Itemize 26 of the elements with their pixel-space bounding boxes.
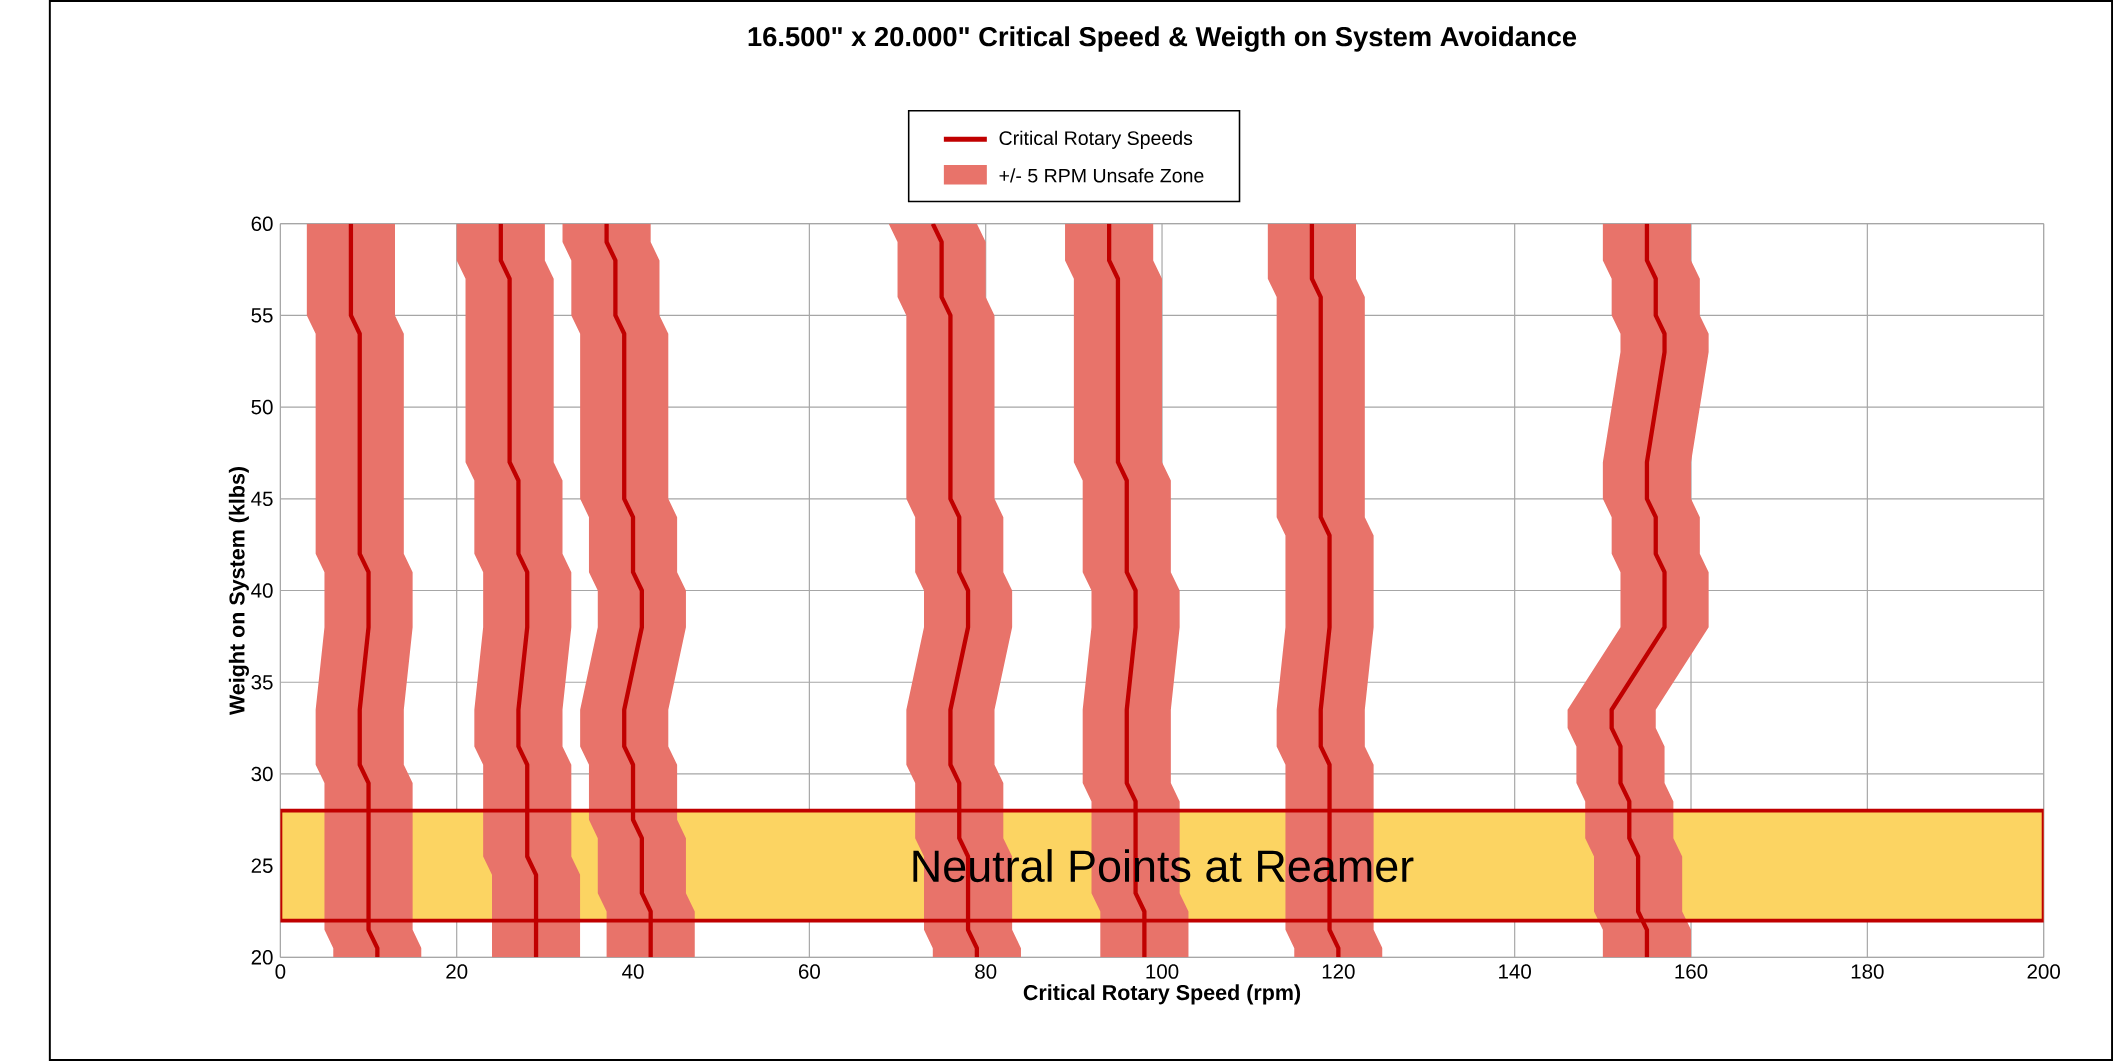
x-tick-label: 160 [1675, 964, 1708, 979]
y-tick-label: 50 [251, 399, 273, 415]
legend-label: Critical Rotary Speeds [999, 130, 1193, 149]
y-tick-label: 40 [251, 583, 273, 598]
y-tick-label: 30 [251, 766, 273, 782]
x-tick-label: 40 [622, 964, 644, 979]
text: +/- 5 RPM Unsafe Zone [999, 168, 1204, 183]
x-tick-label: 200 [2027, 964, 2060, 979]
x-tick-label: 80 [975, 964, 997, 979]
x-tick-label: 120 [1322, 964, 1355, 979]
x-tick-label: 180 [1851, 964, 1884, 979]
y-tick-label: 55 [251, 308, 273, 323]
x-tick-label: 0 [275, 964, 286, 979]
y-tick-label: 60 [251, 216, 273, 232]
y-tick-label: 20 [251, 950, 273, 965]
x-tick-label: 140 [1499, 964, 1531, 979]
y-tick-label: 35 [251, 675, 273, 690]
x-tick-label: 100 [1146, 964, 1179, 979]
x-tick-label: 20 [446, 964, 468, 979]
band-label: Neutral Points at Reamer [913, 849, 1414, 883]
y-tick-label: 45 [251, 491, 273, 507]
chart-title: 16.500" x 20.000" Critical Speed & Weigth on System Avoidance [748, 26, 1577, 52]
x-axis-title: Critical Rotary Speed (rpm) [1023, 984, 1301, 1005]
x-tick-label: 60 [799, 964, 820, 979]
y-axis-title: Weight on System (klbs) [228, 467, 249, 716]
y-tick-label: 25 [251, 858, 273, 873]
